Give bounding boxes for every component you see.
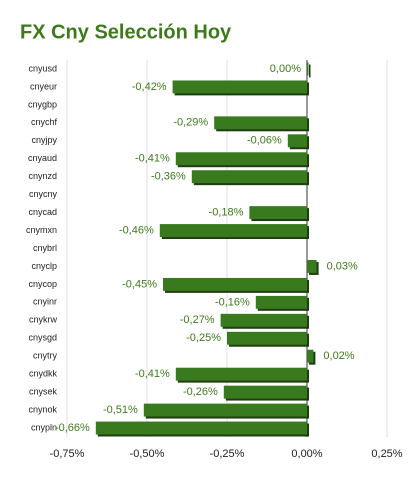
y-tick-label: cnymxn [26, 225, 57, 235]
bar [287, 134, 307, 148]
y-tick-label: cnyinr [33, 297, 57, 307]
bar [307, 259, 317, 273]
y-tick-label: cnycad [28, 207, 57, 217]
x-tick-label: -0,25% [210, 448, 245, 460]
bar [95, 421, 307, 435]
bar [175, 152, 307, 166]
value-label: -0,41% [135, 153, 170, 165]
y-tick-label: cnyclp [31, 261, 57, 271]
y-tick-label: cnycny [29, 189, 58, 199]
value-label: -0,18% [209, 207, 244, 219]
value-label: 0,00% [270, 63, 301, 75]
x-tick-label: 0,00% [291, 448, 322, 460]
value-label: -0,25% [186, 332, 221, 344]
value-label: -0,45% [122, 278, 157, 290]
value-label: 0,02% [323, 350, 354, 362]
y-tick-label: cnycop [28, 279, 57, 289]
x-tick-label: -0,75% [50, 448, 85, 460]
value-label: -0,41% [135, 368, 170, 380]
y-tick-label: cnynok [28, 404, 57, 414]
y-tick-label: cnykrw [29, 315, 58, 325]
value-label: -0,06% [247, 135, 282, 147]
bar [163, 277, 307, 291]
value-label: -0,27% [180, 314, 215, 326]
y-tick-label: cnytry [33, 351, 58, 361]
bar [249, 206, 307, 220]
y-tick-label: cnygbp [28, 99, 57, 109]
value-label: -0,29% [173, 117, 208, 129]
y-tick-label: cnydkk [29, 369, 58, 379]
y-tick-label: cnyusd [28, 63, 57, 73]
y-tick-label: cnyjpy [31, 135, 57, 145]
bar [143, 403, 307, 417]
bar [191, 170, 307, 184]
value-label: -0,36% [151, 171, 186, 183]
y-tick-label: cnyeur [30, 81, 57, 91]
y-tick-label: cnyaud [28, 153, 57, 163]
y-tick-label: cnysgd [28, 333, 57, 343]
y-tick-label: cnynzd [28, 171, 57, 181]
bar-shadow [309, 64, 311, 78]
value-label: -0,46% [119, 224, 154, 236]
y-tick-label: cnypln [31, 422, 57, 432]
value-label: -0,42% [132, 81, 167, 93]
y-tick-label: cnysek [29, 386, 58, 396]
value-label: 0,03% [327, 260, 358, 272]
y-tick-label: cnybrl [33, 243, 57, 253]
value-label: -0,66% [55, 422, 90, 434]
x-tick-label: 0,25% [371, 448, 402, 460]
x-tick-label: -0,50% [130, 448, 165, 460]
bar [255, 295, 307, 309]
bar [172, 80, 307, 94]
value-label: -0,51% [103, 404, 138, 416]
bar [307, 62, 309, 76]
y-tick-label: cnychf [31, 117, 58, 127]
value-label: -0,26% [183, 386, 218, 398]
bar [227, 331, 307, 345]
bar [223, 385, 307, 399]
bar [159, 224, 307, 238]
chart-title: FX Cny Selección Hoy [20, 21, 232, 43]
bar [175, 367, 307, 381]
value-label: -0,16% [215, 296, 250, 308]
bar [307, 349, 314, 363]
bar [214, 116, 307, 130]
bar [220, 313, 307, 327]
